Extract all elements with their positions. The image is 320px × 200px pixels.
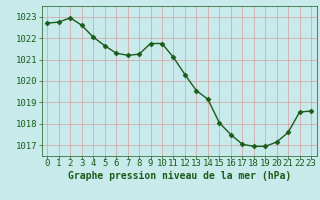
X-axis label: Graphe pression niveau de la mer (hPa): Graphe pression niveau de la mer (hPa) <box>68 171 291 181</box>
